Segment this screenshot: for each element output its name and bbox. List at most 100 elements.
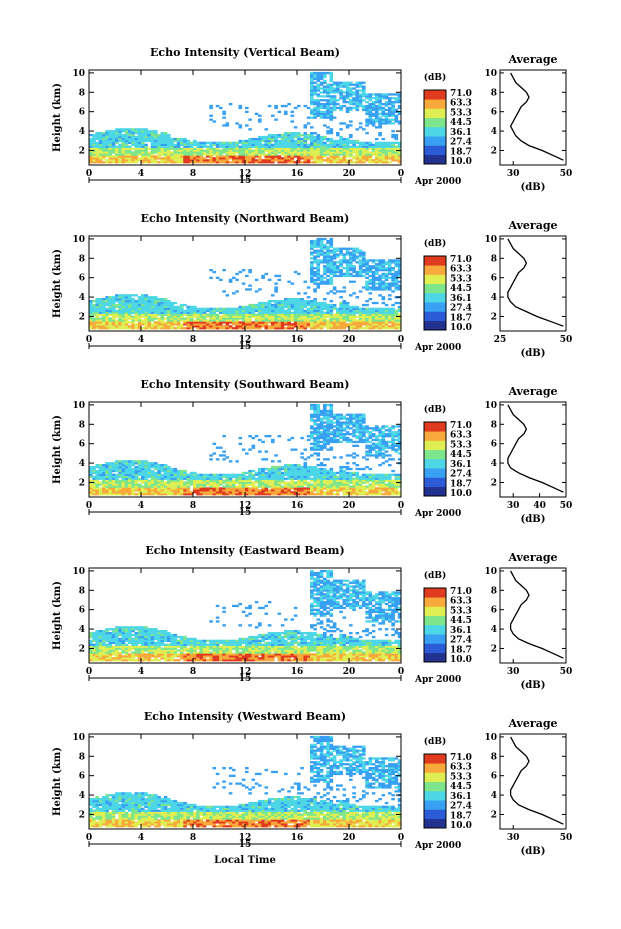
heatmap-cell — [147, 466, 152, 469]
heatmap-cell — [388, 143, 392, 146]
heatmap-cell — [310, 325, 314, 328]
heatmap-cell — [297, 151, 301, 154]
heatmap-cell — [232, 485, 236, 488]
heatmap-cell — [313, 444, 317, 447]
heatmap-cell — [98, 471, 103, 475]
heatmap-cell — [105, 139, 109, 143]
heatmap-cell — [332, 431, 337, 434]
heatmap-cell — [378, 159, 382, 162]
heatmap-cell — [173, 137, 178, 141]
heatmap-cell — [241, 313, 246, 316]
heatmap-cell — [219, 475, 223, 478]
heatmap-cell — [206, 307, 210, 310]
heatmap-cell — [108, 319, 113, 322]
heatmap-cell — [154, 313, 158, 316]
heatmap-cell — [105, 483, 109, 486]
heatmap-cell — [160, 467, 165, 471]
heatmap-cell — [254, 149, 259, 152]
heatmap-cell — [326, 327, 330, 330]
heatmap-cell — [147, 319, 152, 322]
heatmap-cell — [267, 143, 272, 146]
heatmap-cell — [339, 251, 343, 254]
heatmap-cell — [267, 135, 272, 139]
heatmap-cell — [206, 161, 210, 164]
heatmap-cell — [241, 155, 246, 158]
heatmap-cell — [219, 477, 223, 480]
heatmap-cell — [193, 321, 197, 324]
heatmap-cell — [147, 467, 152, 471]
heatmap-cell — [163, 327, 168, 330]
heatmap-cell — [384, 267, 389, 270]
heatmap-cell — [160, 493, 165, 496]
heatmap-cell — [310, 145, 314, 148]
heatmap-cell — [167, 153, 171, 156]
heatmap-cell — [189, 161, 194, 164]
heatmap-cell — [319, 307, 324, 310]
heatmap-cell — [326, 108, 330, 112]
heatmap-cell — [284, 327, 288, 330]
heatmap-cell — [306, 475, 311, 478]
heatmap-cell — [92, 481, 96, 484]
heatmap-cell — [150, 493, 155, 496]
heatmap-cell — [332, 155, 337, 158]
heatmap-cell — [150, 143, 155, 146]
heatmap-cell — [319, 103, 324, 106]
heatmap-cell — [300, 452, 304, 455]
heatmap-cell — [326, 255, 330, 258]
heatmap-cell — [98, 300, 103, 303]
heatmap-cell — [219, 315, 223, 318]
heatmap-cell — [183, 143, 187, 146]
heatmap-cell — [261, 303, 265, 307]
heatmap-cell — [397, 147, 402, 150]
heatmap-cell — [134, 153, 139, 156]
heatmap-cell — [150, 309, 155, 312]
heatmap-cell — [245, 325, 249, 328]
heatmap-cell — [163, 467, 168, 471]
x-tick-label: 16 — [291, 335, 304, 345]
heatmap-cell — [147, 157, 152, 160]
heatmap-cell — [336, 89, 340, 92]
heatmap-cell — [329, 477, 334, 480]
heatmap-cell — [154, 159, 158, 162]
heatmap-cell — [397, 112, 402, 115]
heatmap-cell — [368, 157, 373, 160]
heatmap-cell — [300, 155, 304, 158]
heatmap-cell — [293, 147, 298, 150]
heatmap-cell — [95, 303, 100, 307]
colorbar-segment — [424, 272, 446, 275]
heatmap-cell — [215, 473, 220, 476]
heatmap-cell — [202, 153, 207, 156]
heatmap-cell — [209, 151, 213, 154]
heatmap-cell — [248, 491, 252, 494]
heatmap-cell — [274, 473, 278, 476]
heatmap-cell — [160, 132, 165, 135]
heatmap-cell — [332, 270, 337, 274]
heatmap-cell — [141, 473, 145, 476]
heatmap-cell — [173, 481, 178, 484]
heatmap-cell — [300, 325, 304, 328]
heatmap-cell — [391, 147, 395, 150]
heatmap-cell — [274, 466, 278, 469]
colorbar-segment — [424, 91, 446, 94]
heatmap-cell — [365, 270, 369, 274]
heatmap-cell — [362, 269, 366, 272]
heatmap-cell — [241, 305, 246, 309]
heatmap-cell — [131, 159, 135, 162]
heatmap-cell — [131, 321, 135, 324]
heatmap-cell — [326, 145, 330, 148]
heatmap-cell — [375, 110, 379, 113]
heatmap-cell — [232, 475, 236, 478]
heatmap-cell — [388, 288, 392, 291]
heatmap-cell — [238, 309, 243, 312]
heatmap-cell — [180, 319, 184, 322]
heatmap-cell — [336, 483, 340, 486]
heatmap-cell — [339, 135, 343, 139]
heatmap-cell — [280, 475, 285, 478]
heatmap-cell — [144, 309, 148, 312]
y-tick-label: 10 — [72, 69, 85, 79]
heatmap-cell — [150, 307, 155, 310]
heatmap-cell — [92, 317, 96, 320]
heatmap-cell — [368, 93, 373, 96]
heatmap-cell — [271, 303, 275, 307]
heatmap-cell — [326, 151, 330, 154]
